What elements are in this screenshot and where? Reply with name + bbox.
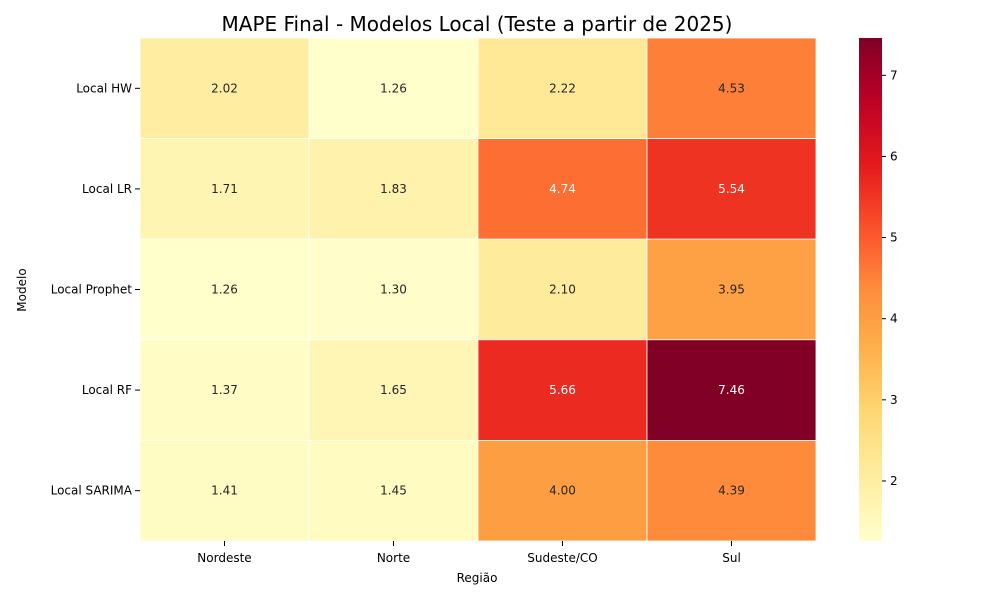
heatmap-cell bbox=[477, 339, 648, 441]
cell-value-label: 1.41 bbox=[211, 484, 238, 498]
y-tick-label: Local LR bbox=[82, 182, 132, 196]
cell-value-label: 2.10 bbox=[549, 283, 576, 297]
cell-value-label: 4.39 bbox=[718, 484, 745, 498]
heatmap-cell bbox=[477, 138, 648, 240]
cell-value-label: 7.46 bbox=[718, 383, 745, 397]
cell-value-label: 1.26 bbox=[380, 81, 407, 95]
heatmap-cell bbox=[308, 238, 479, 341]
chart-title: MAPE Final - Modelos Local (Teste a part… bbox=[222, 12, 733, 36]
x-tick-label: Norte bbox=[377, 551, 410, 565]
y-tick-label: Local HW bbox=[76, 81, 132, 95]
colorbar-tick-label: 7 bbox=[890, 68, 898, 82]
colorbar-tick-label: 2 bbox=[890, 474, 898, 488]
x-tick-label: Sudeste/CO bbox=[527, 551, 597, 565]
cell-value-label: 5.54 bbox=[718, 182, 745, 196]
colorbar-tick-label: 6 bbox=[890, 149, 898, 163]
y-tick-label: Local SARIMA bbox=[51, 484, 133, 498]
x-tick-label: Sul bbox=[722, 551, 741, 565]
cell-value-label: 4.53 bbox=[718, 81, 745, 95]
colorbar bbox=[859, 38, 882, 541]
heatmap-cell bbox=[646, 339, 817, 441]
heatmap-cell bbox=[646, 138, 817, 240]
cell-value-label: 1.65 bbox=[380, 383, 407, 397]
heatmap-cell bbox=[477, 37, 648, 139]
heatmap-cell bbox=[646, 37, 817, 139]
heatmap-cell bbox=[139, 339, 310, 441]
cell-value-label: 1.26 bbox=[211, 283, 238, 297]
heatmap-cell bbox=[308, 37, 479, 139]
cell-value-label: 3.95 bbox=[718, 283, 745, 297]
y-tick-label: Local Prophet bbox=[51, 283, 133, 297]
heatmap-cell bbox=[308, 138, 479, 240]
heatmap-cell bbox=[646, 439, 817, 542]
colorbar-tick-label: 4 bbox=[890, 312, 898, 326]
colorbar-ticks: 2 3 4 5 6 7 bbox=[882, 68, 898, 488]
x-axis-ticks: Nordeste Norte Sudeste/CO Sul bbox=[197, 541, 741, 565]
heatmap-cell bbox=[477, 439, 648, 542]
heatmap-cell bbox=[139, 439, 310, 542]
heatmap-cell bbox=[308, 339, 479, 441]
y-axis-label: Modelo bbox=[15, 268, 29, 311]
cell-value-label: 2.02 bbox=[211, 81, 238, 95]
cell-value-label: 1.71 bbox=[211, 182, 238, 196]
cell-value-label: 4.74 bbox=[549, 182, 576, 196]
heatmap-cell bbox=[646, 238, 817, 341]
colorbar-tick-label: 3 bbox=[890, 393, 898, 407]
cell-value-label: 4.00 bbox=[549, 484, 576, 498]
heatmap-cell bbox=[139, 37, 310, 139]
cell-value-label: 2.22 bbox=[549, 81, 576, 95]
x-tick-label: Nordeste bbox=[197, 551, 251, 565]
cell-value-label: 1.30 bbox=[380, 283, 407, 297]
cell-value-label: 1.83 bbox=[380, 182, 407, 196]
cell-value-labels: 2.02 1.26 2.22 4.53 1.71 1.83 4.74 5.54 1.26 1.30… bbox=[211, 81, 745, 497]
cell-value-label: 1.45 bbox=[380, 484, 407, 498]
y-axis-ticks: Local HW Local LR Local Prophet Local RF Loc… bbox=[51, 81, 140, 498]
x-axis-label: Região bbox=[457, 571, 498, 585]
cell-value-label: 5.66 bbox=[549, 383, 576, 397]
heatmap-cells bbox=[139, 37, 817, 542]
heatmap-cell bbox=[139, 138, 310, 240]
cell-value-label: 1.37 bbox=[211, 383, 238, 397]
y-tick-label: Local RF bbox=[82, 383, 132, 397]
heatmap-cell bbox=[308, 439, 479, 542]
colorbar-tick-label: 5 bbox=[890, 231, 898, 245]
